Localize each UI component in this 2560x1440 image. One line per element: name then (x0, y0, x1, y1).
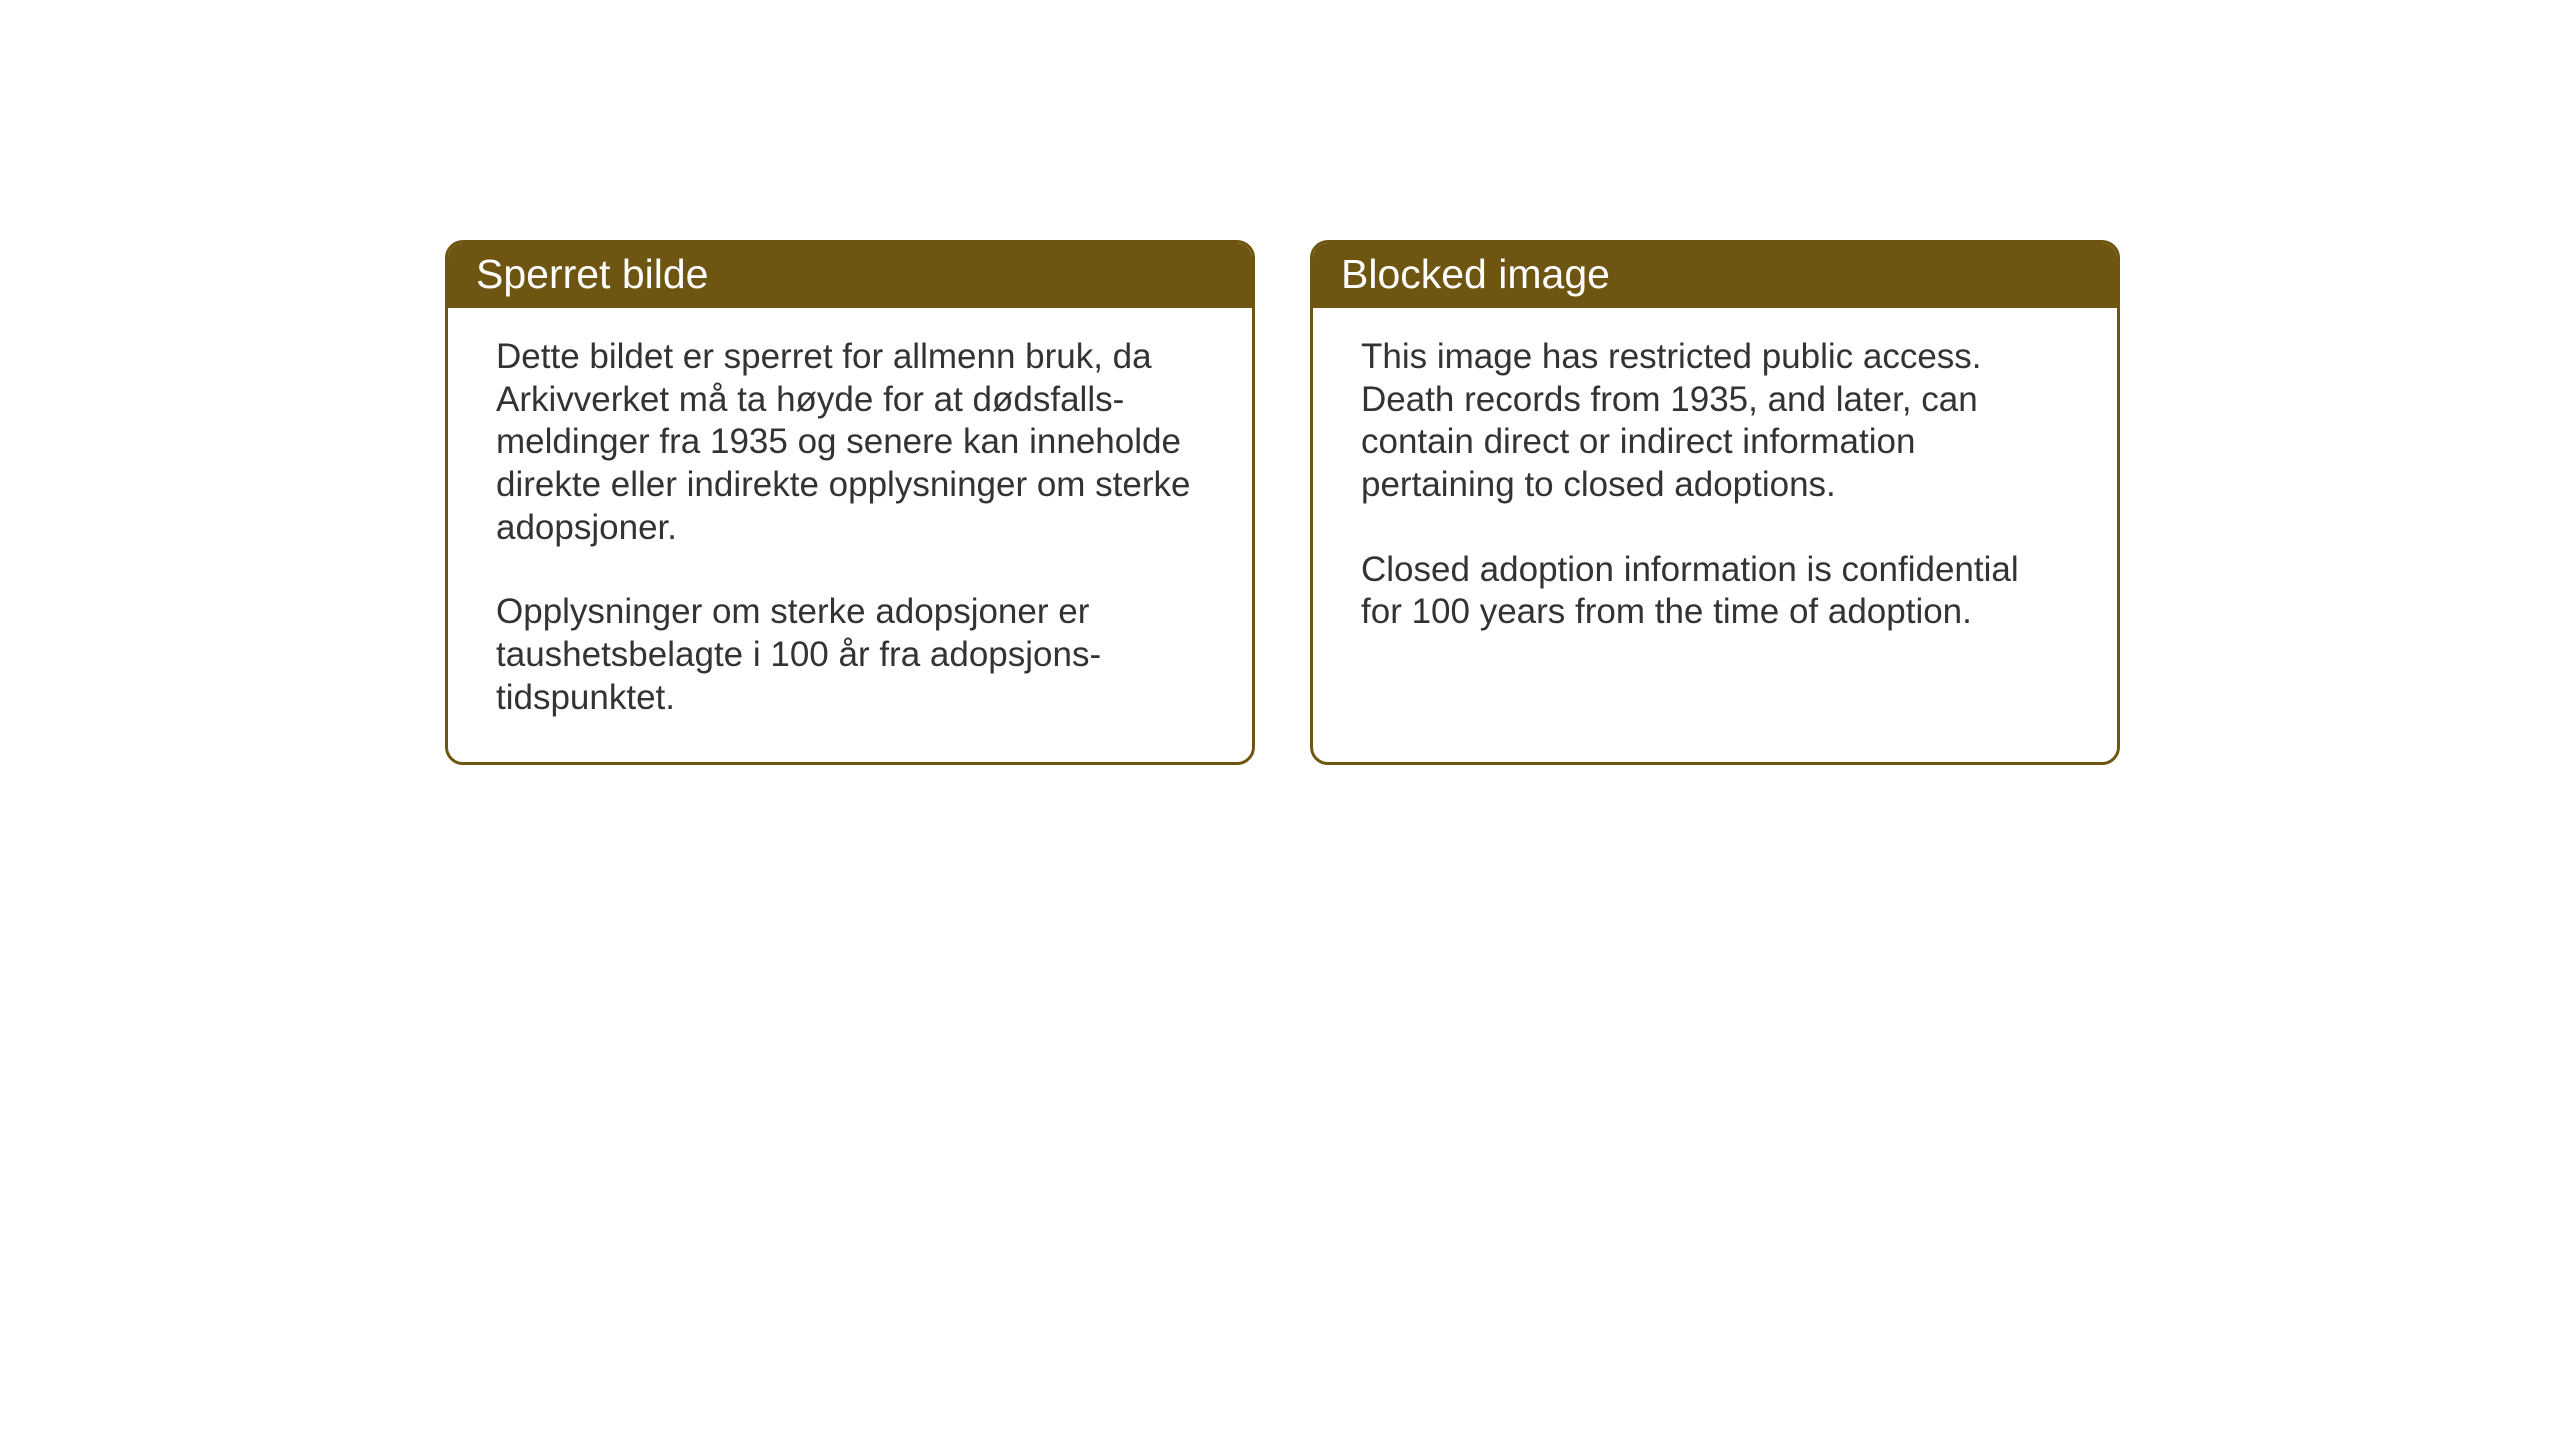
notice-paragraph: Opplysninger om sterke adopsjoner er tau… (496, 591, 1204, 719)
notice-paragraph: This image has restricted public access.… (1361, 336, 2069, 507)
notice-header-english: Blocked image (1313, 243, 2117, 308)
notice-box-english: Blocked image This image has restricted … (1310, 240, 2120, 765)
notice-body-english: This image has restricted public access.… (1313, 308, 2117, 676)
notice-paragraph: Closed adoption information is confident… (1361, 549, 2069, 634)
notice-paragraph: Dette bildet er sperret for allmenn bruk… (496, 336, 1204, 549)
notice-body-norwegian: Dette bildet er sperret for allmenn bruk… (448, 308, 1252, 762)
notice-box-norwegian: Sperret bilde Dette bildet er sperret fo… (445, 240, 1255, 765)
notice-header-norwegian: Sperret bilde (448, 243, 1252, 308)
notices-container: Sperret bilde Dette bildet er sperret fo… (445, 240, 2120, 765)
